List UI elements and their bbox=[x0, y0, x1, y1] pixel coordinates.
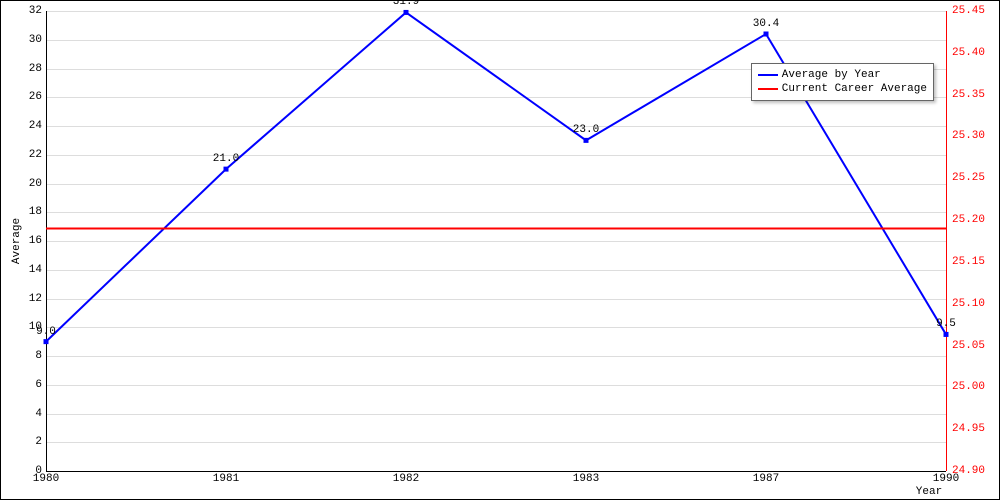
y-right-tick-label: 25.35 bbox=[952, 89, 992, 101]
data-label: 9.5 bbox=[936, 318, 956, 330]
data-label: 23.0 bbox=[573, 124, 599, 136]
x-tick-label: 1981 bbox=[206, 473, 246, 485]
y-left-tick-label: 26 bbox=[12, 91, 42, 103]
x-tick-label: 1980 bbox=[26, 473, 66, 485]
y-left-tick-label: 20 bbox=[12, 178, 42, 190]
data-marker bbox=[404, 10, 409, 15]
y-right-tick-label: 25.20 bbox=[952, 214, 992, 226]
y-left-tick-label: 18 bbox=[12, 206, 42, 218]
y-left-tick-label: 12 bbox=[12, 293, 42, 305]
y-left-tick-label: 30 bbox=[12, 34, 42, 46]
y-right-tick-label: 25.30 bbox=[952, 130, 992, 142]
data-label: 9.0 bbox=[36, 326, 56, 338]
data-marker bbox=[944, 332, 949, 337]
legend-swatch bbox=[758, 88, 778, 90]
y-right-tick-label: 25.40 bbox=[952, 47, 992, 59]
y-left-tick-label: 14 bbox=[12, 264, 42, 276]
y-left-tick-label: 8 bbox=[12, 350, 42, 362]
y-right-tick-label: 25.45 bbox=[952, 5, 992, 17]
legend-label: Average by Year bbox=[782, 68, 881, 82]
x-tick-label: 1983 bbox=[566, 473, 606, 485]
y-left-tick-label: 24 bbox=[12, 120, 42, 132]
y-left-tick-label: 32 bbox=[12, 5, 42, 17]
series-line bbox=[46, 12, 946, 341]
y-right-tick-label: 25.10 bbox=[952, 298, 992, 310]
y-right-tick-label: 25.25 bbox=[952, 172, 992, 184]
legend: Average by YearCurrent Career Average bbox=[751, 63, 934, 101]
y-right-tick-label: 24.95 bbox=[952, 423, 992, 435]
y-axis-left-title: Average bbox=[11, 218, 23, 264]
legend-swatch bbox=[758, 74, 778, 76]
legend-item: Current Career Average bbox=[758, 82, 927, 96]
data-marker bbox=[44, 339, 49, 344]
y-left-tick-label: 28 bbox=[12, 63, 42, 75]
dual-axis-line-chart: 0246810121416182022242628303224.9024.952… bbox=[0, 0, 1000, 500]
y-right-tick-label: 25.05 bbox=[952, 340, 992, 352]
y-left-tick-label: 2 bbox=[12, 436, 42, 448]
data-marker bbox=[224, 167, 229, 172]
y-axis-right-line bbox=[946, 11, 947, 471]
y-left-tick-label: 4 bbox=[12, 408, 42, 420]
data-marker bbox=[764, 32, 769, 37]
legend-label: Current Career Average bbox=[782, 82, 927, 96]
data-marker bbox=[584, 138, 589, 143]
y-right-tick-label: 25.15 bbox=[952, 256, 992, 268]
legend-item: Average by Year bbox=[758, 68, 927, 82]
data-label: 30.4 bbox=[753, 18, 779, 30]
y-left-tick-label: 6 bbox=[12, 379, 42, 391]
data-label: 21.0 bbox=[213, 153, 239, 165]
y-left-tick-label: 22 bbox=[12, 149, 42, 161]
x-axis-line bbox=[46, 471, 946, 472]
x-tick-label: 1982 bbox=[386, 473, 426, 485]
x-tick-label: 1987 bbox=[746, 473, 786, 485]
x-axis-title: Year bbox=[916, 486, 942, 498]
data-label: 31.9 bbox=[393, 0, 419, 8]
x-tick-label: 1990 bbox=[926, 473, 966, 485]
y-right-tick-label: 25.00 bbox=[952, 381, 992, 393]
